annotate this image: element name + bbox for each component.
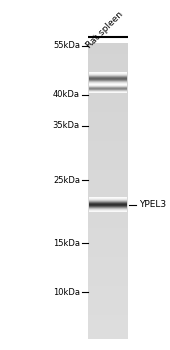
Text: 10kDa: 10kDa: [53, 288, 80, 297]
Text: YPEL3: YPEL3: [139, 200, 167, 209]
Text: 35kDa: 35kDa: [53, 121, 80, 131]
Text: 25kDa: 25kDa: [53, 176, 80, 185]
Text: 55kDa: 55kDa: [53, 41, 80, 50]
Text: Rat spleen: Rat spleen: [85, 10, 125, 50]
Text: 15kDa: 15kDa: [53, 239, 80, 248]
Text: 40kDa: 40kDa: [53, 90, 80, 99]
